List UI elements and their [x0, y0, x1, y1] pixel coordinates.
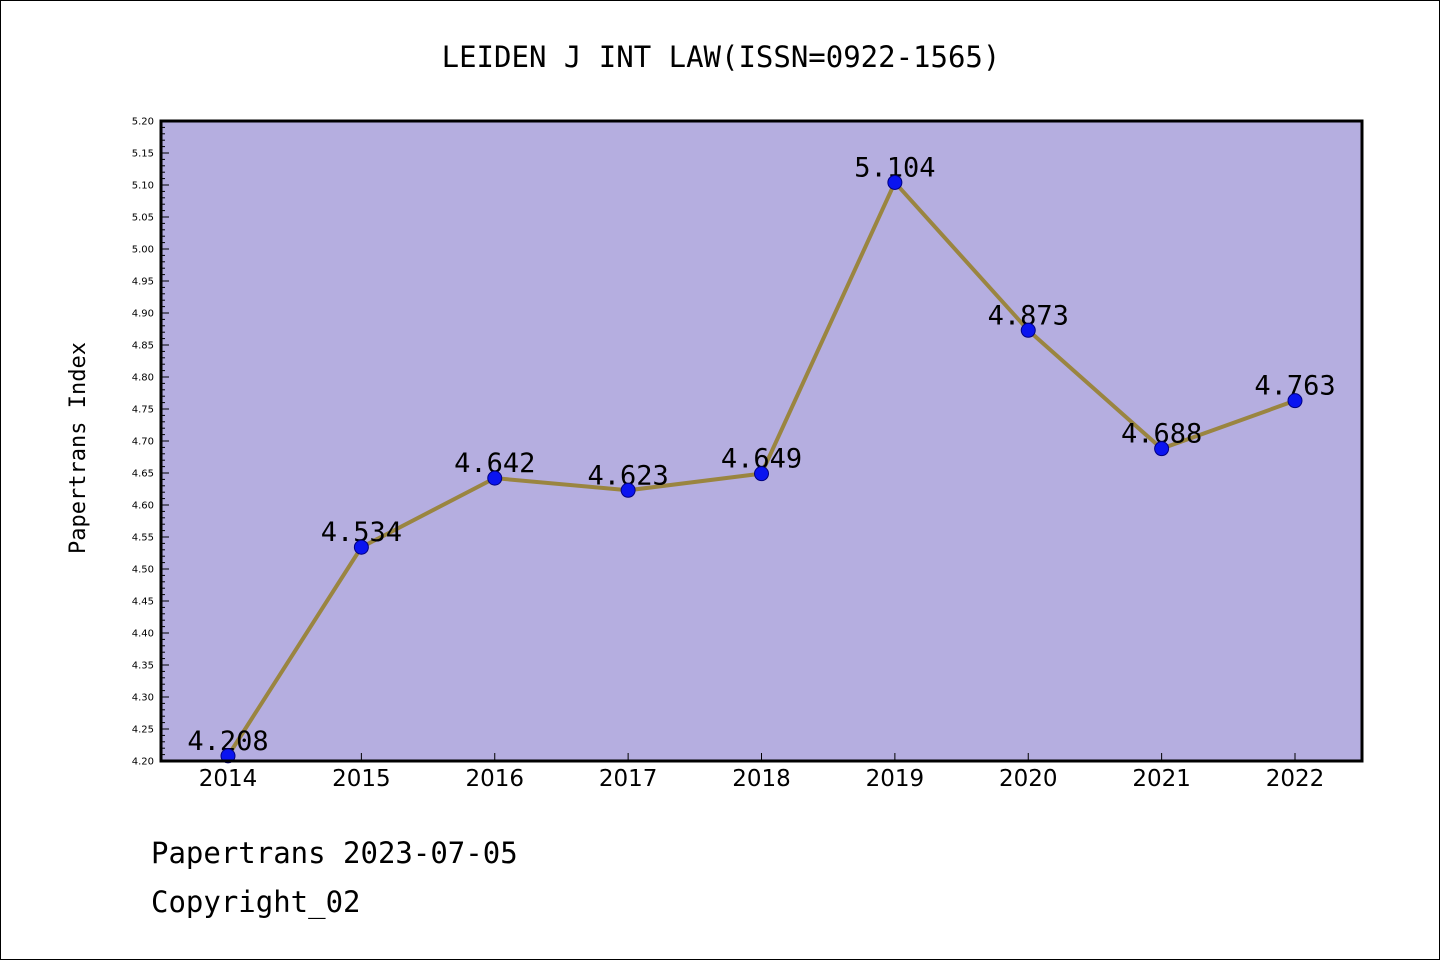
plot-border: [159, 119, 1364, 763]
y-tick-label: 4.50: [132, 565, 154, 576]
y-tick-label: 4.90: [132, 309, 154, 320]
y-tick-label: 4.95: [132, 277, 154, 288]
plot-layer: 4.20 4.25 4.30 4.35 4.40 4.45 4.50 4.55 4.60 4.65…: [132, 117, 1364, 792]
y-tick-label: 4.20: [132, 757, 154, 768]
plot-area: [161, 121, 1362, 761]
x-tick-label: 2020: [999, 766, 1058, 792]
y-tick-label: 5.00: [132, 245, 154, 256]
data-point: [1287, 393, 1303, 409]
data-point: [754, 466, 769, 482]
y-tick-label: 4.45: [132, 597, 154, 608]
y-tick-label: 4.35: [132, 661, 154, 672]
x-tick-label: 2015: [332, 766, 391, 792]
y-tick-label: 5.05: [132, 213, 154, 224]
y-tick-label: 4.65: [132, 469, 154, 480]
data-point: [487, 470, 503, 486]
y-tick-label: 4.70: [132, 437, 154, 448]
y-tick-label: 5.15: [132, 149, 154, 160]
y-tick-label: 4.55: [132, 533, 154, 544]
y-tick-label: 4.25: [132, 725, 154, 736]
x-tick-label: 2014: [199, 766, 258, 792]
footer-date: Papertrans 2023-07-05: [151, 836, 518, 870]
x-tick-label: 2017: [599, 766, 658, 792]
y-tick-label: 4.85: [132, 341, 154, 352]
x-tick-label: 2021: [1132, 766, 1191, 792]
data-point: [220, 748, 236, 764]
chart-title: LEIDEN J INT LAW(ISSN=0922-1565): [442, 40, 1001, 74]
y-axis-label: Papertrans Index: [66, 342, 91, 554]
y-tick-label: 4.30: [132, 693, 154, 704]
x-tick-label: 2019: [866, 766, 925, 792]
y-tick-label: 4.40: [132, 629, 154, 640]
footer-copyright: Copyright_02: [151, 885, 361, 919]
x-tick-label: 2022: [1266, 766, 1325, 792]
data-point: [353, 539, 369, 555]
data-point: [620, 482, 636, 498]
y-tick-label: 4.75: [132, 405, 154, 416]
y-tick-label: 4.60: [132, 501, 154, 512]
y-tick-label: 5.20: [132, 117, 154, 128]
data-point: [887, 174, 903, 190]
x-tick-label: 2016: [465, 766, 524, 792]
y-tick-label: 4.80: [132, 373, 154, 384]
y-tick-label: 5.10: [132, 181, 154, 192]
data-point: [1020, 322, 1036, 338]
x-tick-label: 2018: [732, 766, 791, 792]
data-point: [1154, 441, 1170, 457]
